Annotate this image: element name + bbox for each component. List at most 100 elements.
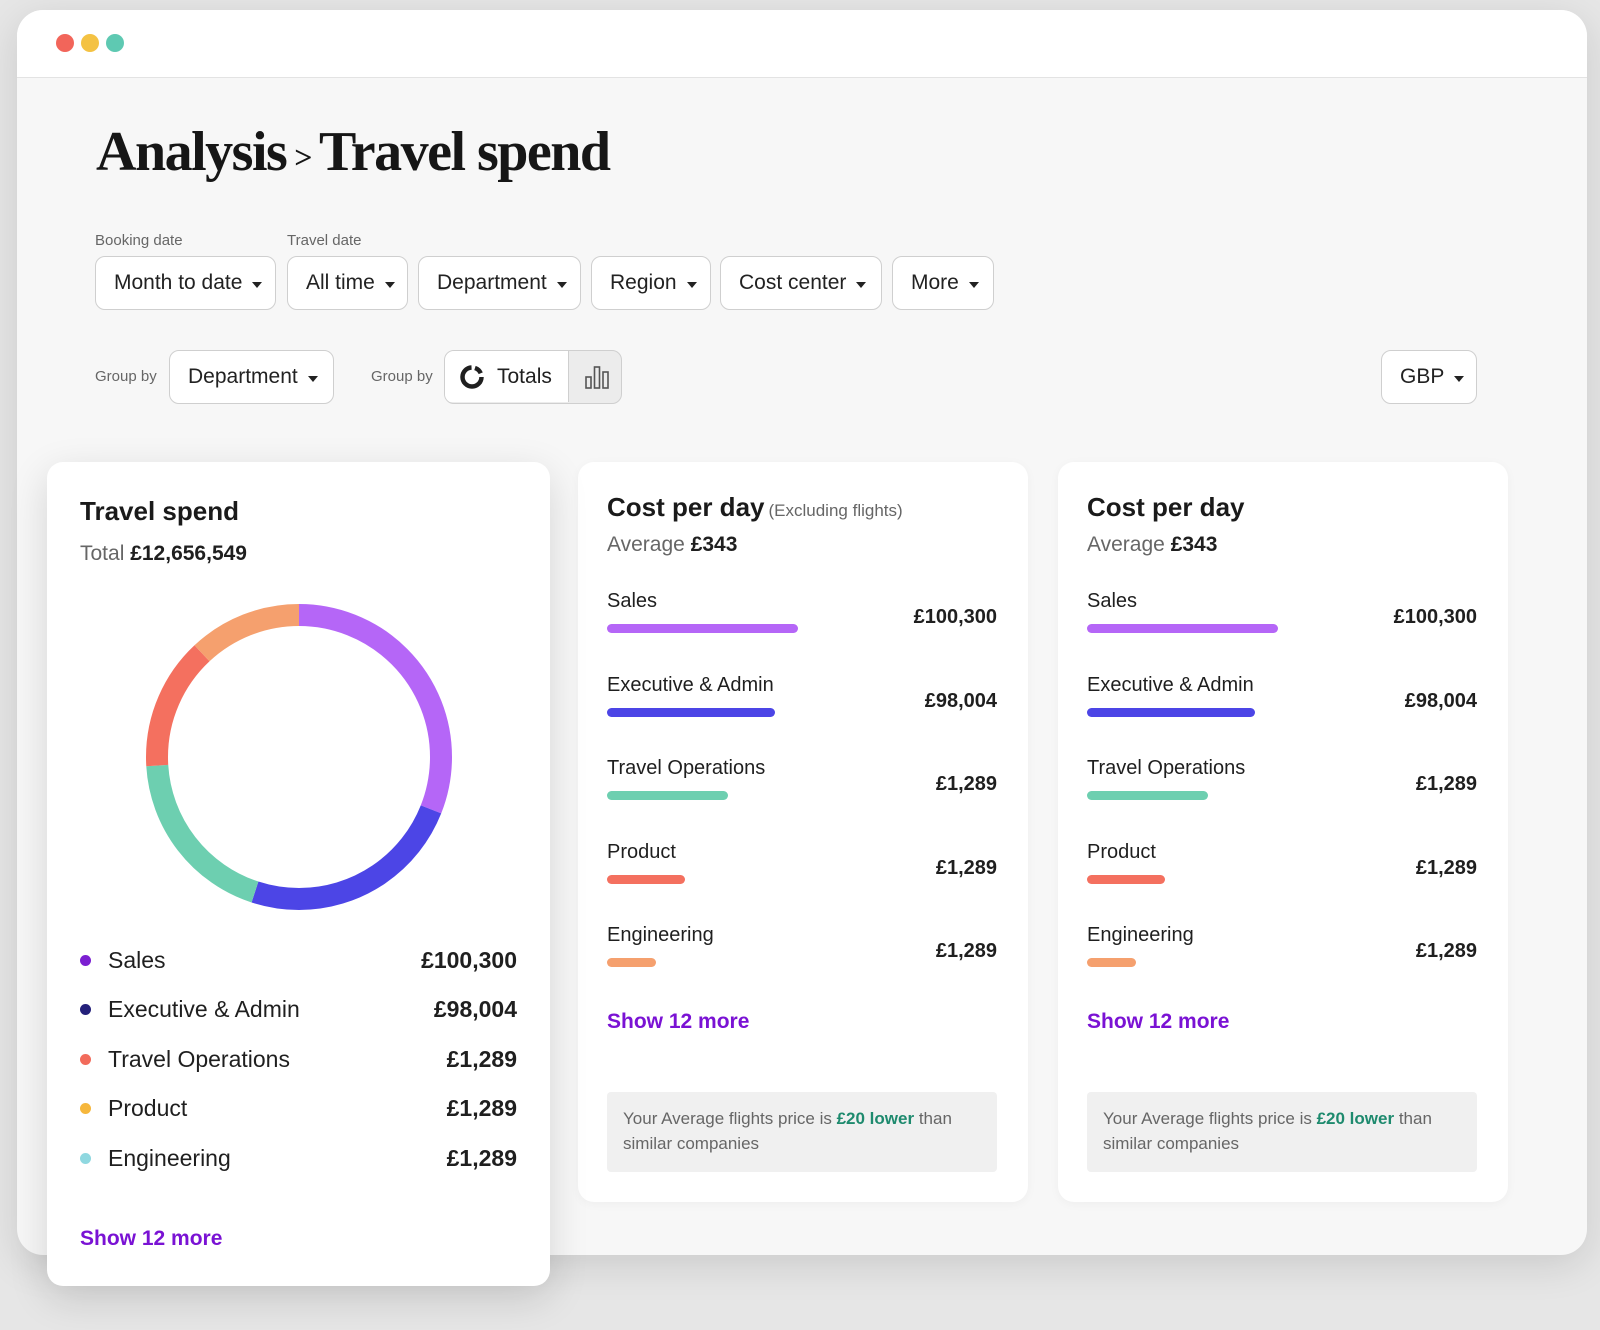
close-window-button[interactable]	[56, 34, 74, 52]
breadcrumb-parent[interactable]: Analysis	[96, 121, 288, 183]
legend-name: Product	[108, 1095, 188, 1121]
legend-row: Engineering £1,289	[80, 1142, 517, 1174]
donut-segment-3[interactable]	[146, 604, 452, 910]
card-title: Travel spend	[80, 496, 239, 526]
donut-segment-1[interactable]	[146, 604, 452, 910]
bar-value: £98,004	[1404, 689, 1477, 712]
legend-bullet	[80, 1152, 91, 1164]
note-highlight: £20 lower	[1316, 1109, 1395, 1128]
donut-segment-4[interactable]	[146, 604, 452, 910]
bar-fill	[607, 874, 685, 884]
bar-value: £1,289	[935, 940, 997, 962]
flights-comparison-note: Your Average flights price is £20 lower …	[1087, 1092, 1477, 1172]
bar-value: £1,289	[1415, 773, 1477, 795]
legend-bullet	[80, 1053, 91, 1065]
note-highlight: £20 lower	[836, 1109, 915, 1128]
bar-item: Sales £100,300	[1087, 590, 1477, 650]
bar-fill	[607, 791, 728, 800]
currency-value: GBP	[1400, 365, 1445, 388]
booking-date-dropdown[interactable]: Month to date	[95, 256, 276, 310]
travel-date-dropdown[interactable]: All time	[287, 256, 408, 310]
bar-fill	[607, 958, 656, 967]
bar-fill	[607, 707, 775, 717]
bar-label: Executive & Admin	[607, 673, 774, 696]
department-filter-label: Department	[437, 271, 547, 294]
legend-value: £1,289	[446, 1095, 517, 1121]
group-by-dropdown[interactable]: Department	[169, 350, 334, 404]
travel-date-label: Travel date	[287, 232, 362, 249]
show-more-link[interactable]: Show 12 more	[607, 1010, 750, 1033]
legend-value: £1,289	[446, 1045, 517, 1072]
zoom-window-button[interactable]	[106, 34, 124, 52]
legend-name: Engineering	[108, 1144, 231, 1171]
bar-label: Engineering	[607, 924, 714, 946]
bar-value: £1,289	[1415, 856, 1477, 879]
bar-item: Travel Operations £1,289	[607, 757, 997, 817]
show-more-link[interactable]: Show 12 more	[80, 1227, 223, 1250]
show-more-link[interactable]: Show 12 more	[1087, 1010, 1230, 1033]
card-title: Cost per day	[1087, 492, 1245, 522]
legend-row: Executive & Admin £98,004	[80, 994, 517, 1026]
legend-row: Travel Operations £1,289	[80, 1043, 517, 1075]
title-bar	[17, 10, 1587, 78]
bar-fill	[1087, 874, 1165, 884]
minimize-window-button[interactable]	[81, 34, 99, 52]
chevron-down-icon	[307, 375, 318, 382]
bar-fill	[1087, 707, 1255, 717]
legend-name: Sales	[108, 946, 166, 973]
more-filters-label: More	[911, 271, 959, 294]
bar-label: Travel Operations	[1087, 757, 1246, 779]
app-window: Analysis > Travel spend Booking date Trave…	[17, 10, 1587, 1255]
legend-row: Sales £100,300	[80, 944, 517, 976]
bar-label: Sales	[607, 590, 658, 612]
bar-value: £1,289	[935, 856, 997, 879]
currency-dropdown[interactable]: GBP	[1381, 350, 1477, 404]
department-filter-dropdown[interactable]: Department	[418, 256, 581, 310]
bar-label: Engineering	[1087, 924, 1194, 946]
region-filter-label: Region	[610, 271, 677, 294]
more-filters-dropdown[interactable]: More	[892, 256, 994, 310]
breadcrumb-current: Travel spend	[319, 121, 611, 183]
average-summary: Average £343	[607, 533, 738, 556]
chevron-down-icon	[686, 281, 697, 288]
group-by-label: Group by	[95, 368, 157, 385]
travel-spend-card: Travel spend Total £12,656,549 Sales £100…	[47, 462, 550, 1286]
bar-label: Travel Operations	[607, 757, 766, 779]
legend-bullet	[80, 1103, 91, 1114]
bar-item: Product £1,289	[607, 841, 997, 901]
region-filter-dropdown[interactable]: Region	[591, 256, 711, 310]
chevron-down-icon	[384, 281, 395, 288]
bar-item: Product £1,289	[1087, 841, 1477, 901]
travel-date-value: All time	[306, 271, 375, 294]
legend-value: £1,289	[446, 1144, 517, 1171]
bar-fill	[607, 624, 799, 633]
bar-chart-view-button[interactable]	[573, 351, 621, 402]
legend-name: Travel Operations	[108, 1045, 290, 1072]
totals-view-button[interactable]: Totals	[445, 351, 569, 402]
cost-center-filter-label: Cost center	[739, 271, 847, 294]
chevron-down-icon	[968, 281, 979, 288]
legend-value: £100,300	[421, 946, 517, 973]
cost-center-filter-dropdown[interactable]: Cost center	[720, 256, 882, 310]
booking-date-label: Booking date	[95, 232, 183, 249]
group-by-value: Department	[188, 365, 298, 388]
bar-value: £1,289	[1415, 940, 1477, 962]
average-value: £343	[1170, 533, 1218, 556]
bar-value: £98,004	[924, 689, 997, 712]
travel-spend-donut-chart	[146, 604, 452, 910]
cost-per-day-card: Cost per day Average £343 Sales £100,300 E…	[1058, 462, 1508, 1202]
bar-value: £100,300	[1393, 606, 1477, 628]
average-summary: Average £343	[1087, 533, 1218, 556]
legend-bullet	[80, 954, 91, 966]
cost-per-day-card-excluding-flights: Cost per day (Excluding flights) Average …	[578, 462, 1028, 1202]
view-mode-label: Group by	[371, 368, 433, 385]
bar-value: £1,289	[935, 773, 997, 795]
breadcrumb-separator: >	[294, 139, 312, 175]
total-summary: Total £12,656,549	[80, 542, 247, 565]
chevron-down-icon	[856, 281, 867, 288]
average-value: £343	[690, 533, 738, 556]
bar-item: Engineering £1,289	[607, 924, 997, 984]
bar-item: Engineering £1,289	[1087, 924, 1477, 984]
bar-fill	[1087, 791, 1208, 800]
bar-value: £100,300	[913, 606, 997, 628]
